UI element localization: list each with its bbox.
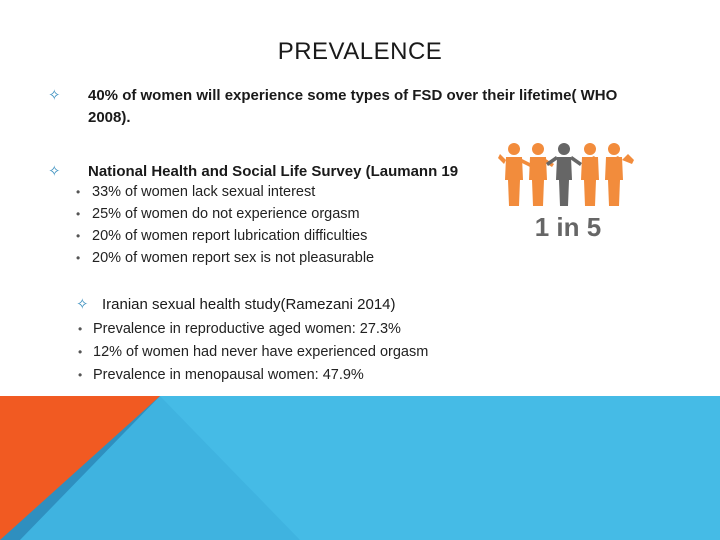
point3-heading: Iranian sexual health study(Ramezani 201… (102, 296, 396, 313)
point1-line1: 40% of women will experience some types … (88, 87, 618, 104)
bullet-dot-icon: • (76, 185, 81, 199)
point2-heading: National Health and Social Life Survey (… (88, 163, 459, 180)
people-group-icon: 1 in 5 (498, 143, 634, 242)
bullet-dot-icon: • (78, 368, 83, 382)
point1-line2: 2008). (88, 109, 131, 126)
point2-item: 20% of women report sex is not pleasurab… (92, 250, 375, 266)
slide-title: PREVALENCE (277, 38, 443, 65)
one-in-five-figure: 1 in 5 (496, 140, 641, 245)
figure-caption: 1 in 5 (535, 212, 601, 242)
point2-item: 33% of women lack sexual interest (92, 184, 316, 200)
diamond-bullet-icon: ✧ (48, 87, 61, 104)
diamond-bullet-icon: ✧ (48, 163, 61, 180)
decorative-banner (0, 396, 720, 540)
point3-item: 12% of women had never have experienced … (93, 344, 429, 360)
point2-item: 25% of women do not experience orgasm (92, 206, 360, 222)
bullet-dot-icon: • (76, 229, 81, 243)
point3-item: Prevalence in reproductive aged women: 2… (93, 321, 401, 337)
point2-item: 20% of women report lubrication difficul… (92, 228, 368, 244)
point3-item: Prevalence in menopausal women: 47.9% (93, 367, 364, 383)
diamond-bullet-icon: ✧ (76, 296, 89, 313)
bullet-dot-icon: • (78, 322, 83, 336)
bullet-dot-icon: • (78, 345, 83, 359)
bullet-dot-icon: • (76, 251, 81, 265)
bullet-dot-icon: • (76, 207, 81, 221)
